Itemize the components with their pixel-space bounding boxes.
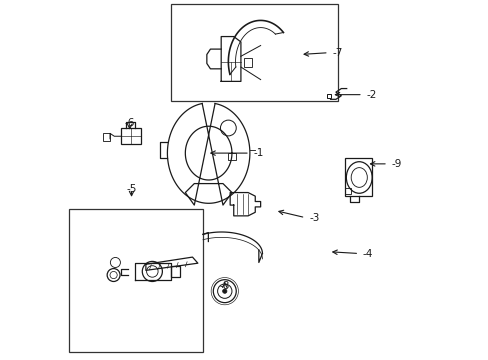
Bar: [344, 188, 351, 194]
Text: -3: -3: [308, 213, 319, 222]
Text: -6: -6: [124, 118, 135, 128]
Bar: [228, 153, 236, 160]
Bar: [171, 266, 180, 277]
Bar: [244, 58, 252, 67]
Bar: [102, 134, 110, 140]
Bar: [171, 4, 337, 101]
Bar: [69, 209, 203, 352]
Text: -8: -8: [219, 281, 229, 291]
Bar: [121, 128, 140, 144]
Circle shape: [222, 289, 226, 293]
Text: -1: -1: [253, 148, 264, 158]
Polygon shape: [145, 257, 198, 270]
Text: -2: -2: [366, 90, 376, 100]
Text: -7: -7: [332, 48, 342, 58]
Text: -4: -4: [362, 248, 372, 258]
Bar: [344, 158, 371, 196]
Text: -5: -5: [126, 184, 137, 194]
Text: -9: -9: [391, 159, 401, 169]
Bar: [326, 94, 330, 98]
